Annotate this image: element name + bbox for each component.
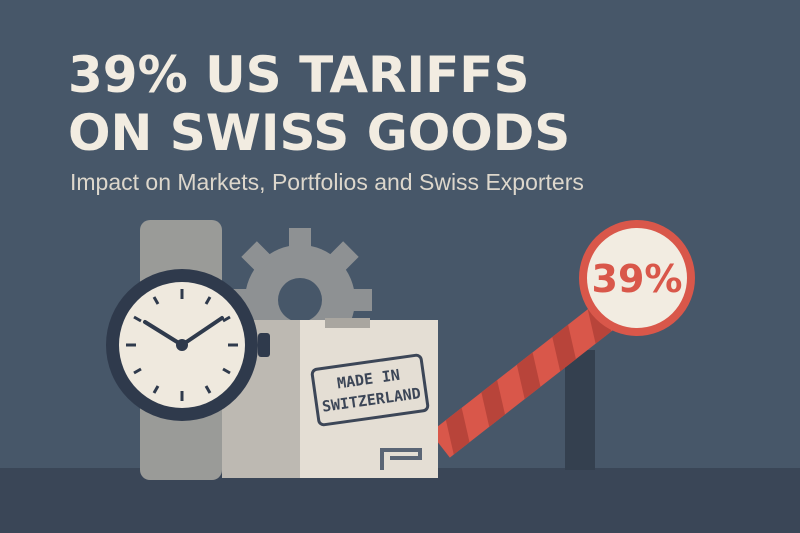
subtitle: Impact on Markets, Portfolios and Swiss … — [70, 169, 584, 195]
badge-circle — [579, 220, 695, 336]
box-logo — [380, 448, 422, 470]
title-line: 39% US TARIFFS — [68, 46, 529, 104]
box-tape — [325, 318, 370, 328]
title-line: ON SWISS GOODS — [68, 104, 570, 162]
barrier-post — [565, 350, 595, 470]
watch-pin — [176, 339, 188, 351]
watch-hands — [143, 316, 224, 347]
watch-ticks — [126, 289, 238, 401]
watch-crown — [258, 333, 270, 357]
badge-text: 39% — [592, 257, 683, 301]
ground — [0, 468, 800, 533]
